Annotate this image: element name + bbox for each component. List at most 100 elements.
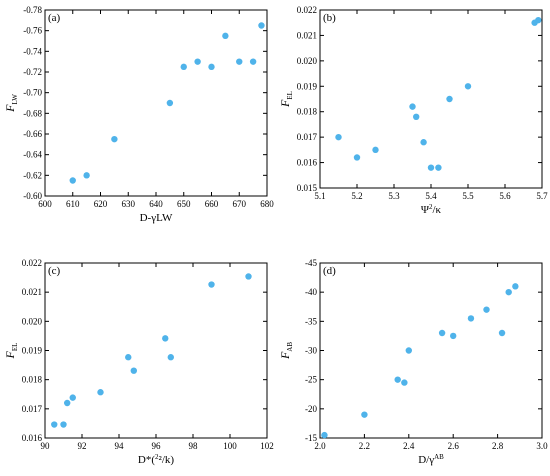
y-axis-label: FEL [278, 91, 294, 108]
y-tick-label: 0.022 [297, 5, 317, 15]
data-point [97, 389, 104, 396]
plot-frame [44, 9, 268, 197]
data-point [63, 399, 71, 407]
x-axis-label: D-γLW [140, 212, 173, 224]
data-point [162, 335, 169, 342]
scatter-panel-a: (a) 600 610 620 630 640 650 660 670 680 -0.78 -0.76… [3, 5, 274, 224]
data-point [258, 22, 265, 29]
data-point [467, 315, 475, 322]
panel-label: (b) [323, 12, 336, 24]
data-point [420, 139, 427, 146]
y-tick-label: -0.74 [23, 46, 42, 56]
data-point [512, 283, 519, 290]
x-tick-label: 660 [205, 199, 219, 209]
data-point [405, 347, 412, 354]
y-tick-label: -30 [305, 346, 317, 356]
data-point [222, 32, 229, 40]
data-point [125, 354, 132, 361]
y-tick-label: -0.72 [23, 67, 42, 77]
data-point [194, 58, 201, 65]
data-point [413, 113, 420, 121]
y-tick-label: -35 [305, 316, 317, 326]
x-tick-label: 2.6 [448, 441, 460, 451]
y-tick-label: -40 [305, 287, 317, 297]
y-tick-label: -0.68 [23, 108, 42, 118]
data-point [208, 63, 215, 71]
data-point [483, 306, 490, 313]
data-point [130, 367, 137, 374]
data-point [446, 95, 453, 103]
data-point [69, 177, 76, 184]
x-tick-label: 100 [223, 441, 237, 451]
x-tick-label: 2.4 [403, 441, 415, 451]
x-tick-label: 102 [260, 441, 274, 451]
data-point [535, 16, 542, 24]
data-point [427, 164, 435, 171]
data-point [60, 421, 67, 428]
y-tick-label: 0.019 [297, 81, 318, 91]
x-tick-label: 94 [115, 441, 125, 451]
scatter-panel-c: (c) 90 92 94 96 98 100 102 0.022 0.021 0.020 0.019 0… [3, 258, 274, 466]
y-tick-label: -25 [305, 375, 317, 385]
data-point [372, 146, 379, 154]
data-point [236, 58, 243, 65]
x-tick-label: 650 [177, 199, 191, 209]
data-point [180, 63, 187, 71]
y-tick-label: -0.64 [23, 150, 42, 160]
data-point [401, 379, 408, 386]
y-tick-label: 0.022 [22, 258, 42, 268]
scatter-panel-d: (d) 2.0 2.2 2.4 2.6 2.8 3.0 -45 -40 -35 -30 -25 -20 -… [278, 258, 548, 466]
y-tick-label: 0.017 [297, 132, 318, 142]
x-tick-label: 5.4 [425, 191, 437, 201]
y-tick-label: 0.016 [22, 433, 43, 443]
y-tick-label: -15 [305, 433, 317, 443]
data-point [167, 354, 174, 361]
y-tick-label: 0.021 [22, 287, 42, 297]
x-tick-label: 5.1 [314, 191, 325, 201]
y-tick-label: 0.017 [22, 404, 43, 414]
data-point [111, 135, 118, 143]
y-tick-label: 0.021 [297, 30, 317, 40]
data-point [498, 329, 506, 337]
data-point [335, 133, 342, 141]
x-tick-label: 680 [260, 199, 274, 209]
x-tick-label: 98 [189, 441, 199, 451]
x-tick-label: 5.6 [499, 191, 511, 201]
x-axis-label: D/γAB [418, 453, 444, 466]
data-point [361, 411, 368, 418]
y-tick-label: -0.62 [23, 170, 42, 180]
y-tick-label: 0.019 [22, 346, 43, 356]
x-tick-label: 92 [78, 441, 87, 451]
data-point [321, 431, 328, 439]
y-tick-label: -20 [305, 404, 317, 414]
data-point [208, 281, 215, 288]
data-point [435, 164, 442, 171]
panel-label: (d) [323, 265, 336, 277]
x-tick-label: 640 [149, 199, 163, 209]
x-tick-label: 3.0 [536, 441, 548, 451]
panel-label: (a) [48, 12, 61, 24]
y-tick-label: 0.018 [297, 107, 318, 117]
y-tick-label: -0.66 [23, 129, 42, 139]
x-tick-label: 5.3 [388, 191, 400, 201]
data-point [69, 394, 76, 401]
y-tick-label: -0.78 [23, 5, 42, 15]
x-tick-label: 2.0 [314, 441, 326, 451]
data-point [438, 329, 446, 337]
x-tick-label: 2.8 [492, 441, 504, 451]
data-point [245, 273, 252, 280]
data-point [353, 154, 361, 161]
panel-label: (c) [48, 265, 61, 277]
data-point [505, 288, 512, 296]
data-point [409, 103, 416, 110]
x-tick-label: 5.2 [351, 191, 362, 201]
x-tick-label: 600 [38, 199, 52, 209]
y-axis-label: FLW [3, 94, 19, 113]
data-point [394, 376, 401, 383]
x-axis-label: Ψ2/κ [421, 203, 442, 216]
y-tick-label: -0.60 [23, 191, 42, 201]
plot-frame [319, 9, 543, 189]
plot-frame [44, 262, 268, 439]
x-tick-label: 610 [66, 199, 80, 209]
